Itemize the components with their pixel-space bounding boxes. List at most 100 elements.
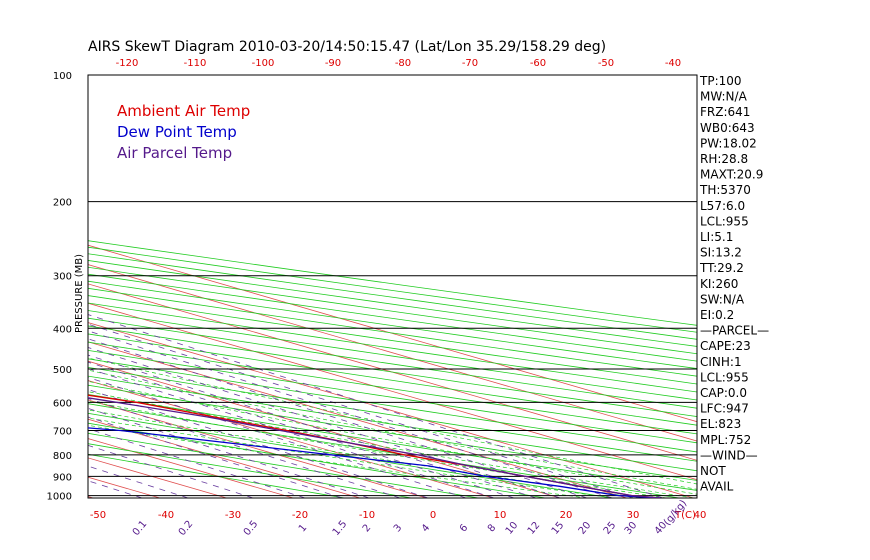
series-line-dew-point-temp bbox=[88, 427, 661, 498]
index-entry: TP:100 bbox=[699, 74, 742, 88]
dry-adiabat-line bbox=[88, 240, 697, 326]
bottom-temp-tick-label: 30 bbox=[627, 510, 640, 521]
isobar-lines bbox=[87, 74, 698, 499]
moist-adiabat-line bbox=[88, 400, 667, 498]
top-temp-tick-label: -100 bbox=[252, 58, 275, 69]
mixing-ratio-line bbox=[88, 361, 515, 498]
dry-adiabat-line bbox=[88, 412, 615, 498]
moist-adiabat-line bbox=[88, 369, 697, 490]
moist-adiabat-line bbox=[88, 391, 694, 498]
moist-adiabat-line bbox=[88, 357, 697, 485]
legend-entry: Dew Point Temp bbox=[117, 123, 237, 141]
isotherm-line bbox=[88, 322, 694, 498]
index-entry: LI:5.1 bbox=[700, 230, 733, 244]
top-temp-tick-label: -70 bbox=[462, 58, 478, 69]
mixing-ratio-tick-label: 20 bbox=[577, 520, 594, 537]
pressure-tick-label: 500 bbox=[53, 365, 72, 376]
top-temp-tick-label: -80 bbox=[395, 58, 411, 69]
dry-adiabat-line bbox=[88, 310, 697, 401]
bottom-temp-tick-label: 10 bbox=[494, 510, 507, 521]
bottom-temp-tick-label: -10 bbox=[359, 510, 375, 521]
mixing-ratio-line bbox=[88, 416, 343, 498]
series-line-ambient-air-temp bbox=[88, 394, 661, 498]
mixing-ratio-tick-label: 30 bbox=[623, 520, 640, 537]
adiabat-lines bbox=[88, 240, 697, 498]
moist-adiabat-line bbox=[88, 380, 697, 495]
index-entry: CAPE:23 bbox=[700, 339, 751, 353]
mixing-ratio-tick-label: 0.5 bbox=[242, 519, 261, 538]
mixing-ratio-line bbox=[88, 389, 429, 498]
pressure-tick-label: 900 bbox=[53, 472, 72, 483]
index-entry: MPL:752 bbox=[700, 433, 751, 447]
isotherm-line bbox=[88, 244, 697, 423]
isotherm-line bbox=[88, 302, 697, 481]
mixing-ratio-tick-label: 1 bbox=[297, 522, 310, 534]
index-entry: TH:5370 bbox=[699, 183, 751, 197]
dry-adiabat-line bbox=[88, 422, 548, 498]
pressure-tick-label: 700 bbox=[53, 426, 72, 437]
index-entry: AVAIL bbox=[700, 480, 734, 494]
mixing-ratio-line bbox=[88, 407, 370, 498]
y-axis-label: PRESSURE (MB) bbox=[74, 254, 85, 333]
dry-adiabat-line bbox=[88, 393, 697, 491]
dry-adiabat-line bbox=[88, 333, 697, 426]
series-line-air-parcel-temp bbox=[88, 397, 661, 498]
isotherm-line bbox=[88, 283, 697, 461]
pressure-tick-label: 400 bbox=[53, 324, 72, 335]
mixing-ratio-tick-label: 10 bbox=[504, 520, 521, 537]
mixing-ratio-tick-label: 6 bbox=[458, 522, 471, 534]
mixing-ratio-line bbox=[88, 330, 613, 498]
dry-adiabat-line bbox=[88, 443, 414, 498]
mixing-ratio-tick-label: 0.1 bbox=[131, 519, 150, 538]
top-temp-tick-label: -120 bbox=[116, 58, 139, 69]
bottom-temp-tick-label: -40 bbox=[158, 510, 174, 521]
dry-adiabat-line bbox=[88, 349, 697, 444]
bottom-temp-tick-label: 0 bbox=[430, 510, 436, 521]
index-entry: CAP:0.0 bbox=[700, 386, 747, 400]
index-entry: LFC:947 bbox=[700, 402, 749, 416]
mixing-ratio-line bbox=[88, 354, 537, 498]
legend-entry: Ambient Air Temp bbox=[117, 102, 250, 120]
mixing-ratio-lines bbox=[88, 314, 664, 498]
mixing-ratio-line bbox=[88, 347, 561, 498]
pressure-tick-label: 200 bbox=[53, 198, 72, 209]
top-temp-tick-label: -60 bbox=[530, 58, 546, 69]
index-entry: LCL:955 bbox=[700, 214, 749, 228]
index-entry: CINH:1 bbox=[700, 355, 742, 369]
bottom-temp-tick-label: -30 bbox=[225, 510, 241, 521]
index-entry: SW:N/A bbox=[700, 292, 745, 306]
dry-adiabat-line bbox=[88, 384, 697, 481]
pressure-tick-label: 1000 bbox=[47, 492, 72, 503]
mixing-ratio-tick-label: 3 bbox=[392, 522, 405, 534]
index-entry: EL:823 bbox=[700, 417, 741, 431]
index-entry: LCL:955 bbox=[700, 370, 749, 384]
profile-series bbox=[88, 394, 661, 498]
bottom-temp-tick-label: 40 bbox=[694, 510, 707, 521]
mixing-ratio-tick-label: 8 bbox=[486, 522, 499, 534]
dry-adiabat-line bbox=[88, 358, 697, 453]
pressure-tick-label: 100 bbox=[53, 71, 72, 82]
chart-title: AIRS SkewT Diagram 2010-03-20/14:50:15.4… bbox=[88, 39, 606, 55]
isotherm-line bbox=[88, 360, 561, 498]
pressure-tick-label: 600 bbox=[53, 398, 72, 409]
mixing-ratio-tick-label: 2 bbox=[361, 522, 374, 534]
mixing-ratio-tick-label: 25 bbox=[602, 520, 619, 537]
top-temp-tick-label: -50 bbox=[598, 58, 614, 69]
index-entry: EI:0.2 bbox=[700, 308, 734, 322]
index-entry: SI:13.2 bbox=[700, 246, 742, 260]
isotherm-line bbox=[88, 399, 427, 498]
dry-adiabat-line bbox=[88, 317, 697, 409]
index-entry: PW:18.02 bbox=[700, 136, 757, 150]
index-entry: MW:N/A bbox=[700, 90, 748, 104]
top-temp-tick-label: -110 bbox=[184, 58, 207, 69]
index-entry: NOT bbox=[700, 464, 726, 478]
mixing-ratio-line bbox=[88, 314, 664, 498]
mixing-ratio-line bbox=[88, 338, 588, 498]
index-entry: RH:28.8 bbox=[700, 152, 748, 166]
top-temp-tick-label: -40 bbox=[665, 58, 681, 69]
dry-adiabat-line bbox=[88, 453, 347, 498]
mixing-ratio-tick-label: 0.2 bbox=[177, 519, 196, 538]
index-entry: L57:6.0 bbox=[700, 199, 745, 213]
